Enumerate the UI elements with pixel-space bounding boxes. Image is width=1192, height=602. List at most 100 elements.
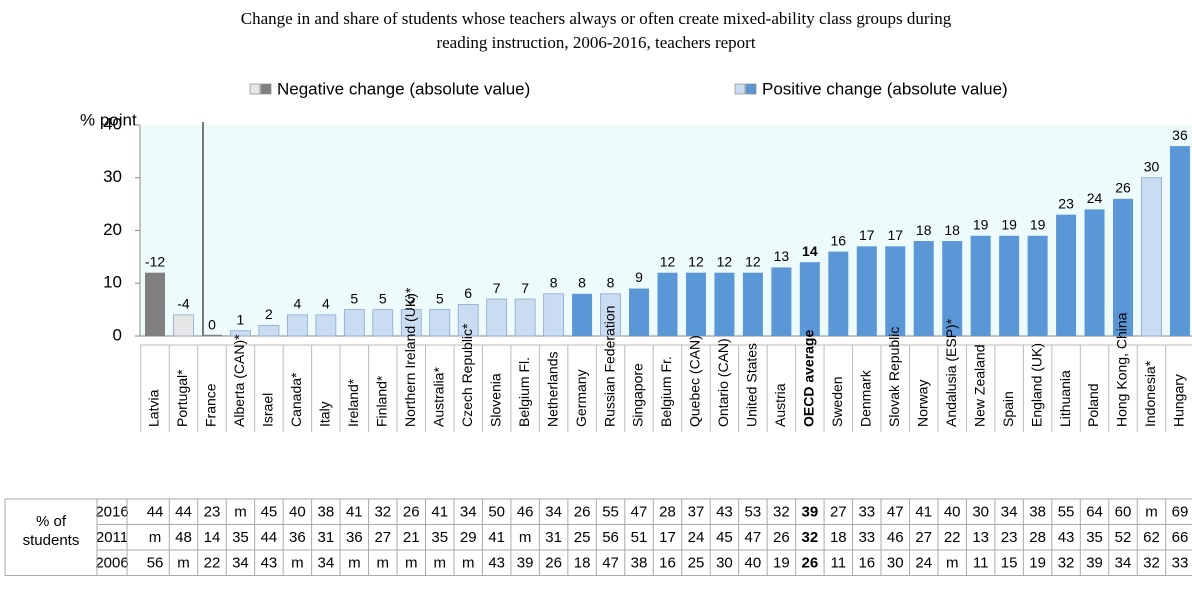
table-cell: 50 xyxy=(488,504,505,521)
x-tick-label: Hong Kong, China xyxy=(1114,312,1130,427)
data-label: -12 xyxy=(145,253,165,269)
table-cell: 28 xyxy=(1029,529,1046,546)
table-cell: 18 xyxy=(574,555,591,572)
table-cell: 39 xyxy=(1086,555,1103,572)
table-cell: 43 xyxy=(1058,529,1075,546)
table-cell: 15 xyxy=(1001,555,1018,572)
row-year: 2016 xyxy=(95,504,128,521)
table-cell: 24 xyxy=(915,555,932,572)
data-label: 12 xyxy=(745,253,761,269)
x-tick-label: Russian Federation xyxy=(601,306,617,427)
table-cell: 22 xyxy=(204,555,221,572)
table-cell: 52 xyxy=(1115,529,1132,546)
data-label: 8 xyxy=(607,275,615,291)
table-cell: 34 xyxy=(545,504,562,521)
x-tick-label: Austria xyxy=(772,383,788,427)
table-cell: 25 xyxy=(574,529,591,546)
table-cell: 34 xyxy=(232,555,249,572)
table-cell: 33 xyxy=(858,529,875,546)
y-tick-label: 30 xyxy=(103,167,122,186)
x-tick-label: Ireland* xyxy=(345,378,361,427)
bar xyxy=(400,309,422,337)
bar xyxy=(600,293,621,337)
table-cell: 47 xyxy=(745,529,762,546)
table-cell: 31 xyxy=(318,529,335,546)
data-label: 1 xyxy=(237,311,245,327)
x-tick-label: Hungary xyxy=(1171,374,1187,427)
x-tick-label: Alberta (CAN)* xyxy=(231,334,247,427)
data-label: -4 xyxy=(177,296,190,312)
table-cell: 24 xyxy=(688,529,705,546)
data-label: 18 xyxy=(944,222,960,238)
x-tick-label: Norway xyxy=(914,380,930,427)
table-cell: 53 xyxy=(745,504,762,521)
bar xyxy=(1056,214,1077,336)
table-cell: 13 xyxy=(972,529,989,546)
table-cell: 55 xyxy=(602,504,619,521)
x-tick-label: OECD average xyxy=(801,330,817,427)
table-cell: 33 xyxy=(1172,555,1189,572)
data-label: 9 xyxy=(635,269,643,285)
data-label: 12 xyxy=(717,253,733,269)
x-tick-label: Slovak Republic xyxy=(886,327,902,427)
bar xyxy=(372,309,394,337)
bar xyxy=(457,303,479,337)
x-tick-label: Portugal* xyxy=(174,369,190,427)
table-cell: 11 xyxy=(831,555,847,572)
table-cell: 36 xyxy=(346,529,363,546)
table-cell: m xyxy=(377,555,390,572)
y-tick-label: 0 xyxy=(113,325,122,344)
x-tick-label: Andalusia (ESP)* xyxy=(943,318,959,427)
x-tick-label: Australia* xyxy=(430,367,446,427)
data-label: 8 xyxy=(578,275,586,291)
bar xyxy=(572,293,593,336)
table-cell: m xyxy=(519,529,532,546)
bar xyxy=(799,262,820,336)
data-label: 26 xyxy=(1115,180,1131,196)
table-cell: m xyxy=(149,529,162,546)
table-cell: m xyxy=(405,555,418,572)
table-cell: 43 xyxy=(716,504,733,521)
bar xyxy=(1141,177,1162,337)
table-cell: 34 xyxy=(1115,555,1132,572)
table-cell: 27 xyxy=(915,529,932,546)
data-label: 7 xyxy=(521,280,529,296)
table-cell: 48 xyxy=(175,529,192,546)
table-cell: 16 xyxy=(858,555,875,572)
x-tick-label: Finland* xyxy=(373,375,389,427)
x-tick-label: Latvia xyxy=(146,389,162,427)
table-cell: 26 xyxy=(403,504,420,521)
data-label: 19 xyxy=(1001,216,1017,232)
table-cell: m xyxy=(946,555,959,572)
table-cell: 26 xyxy=(574,504,591,521)
bar xyxy=(657,272,678,336)
table-cell: 41 xyxy=(346,504,363,521)
bar xyxy=(714,272,735,336)
table-cell: 11 xyxy=(973,555,989,572)
table-cell: 14 xyxy=(204,529,221,546)
table-cell: 30 xyxy=(972,504,989,521)
data-label: 12 xyxy=(660,253,676,269)
x-tick-label: Slovenia xyxy=(487,373,503,427)
table-cell: 46 xyxy=(887,529,904,546)
table-cell: 19 xyxy=(1029,555,1046,572)
table-cell: 33 xyxy=(858,504,875,521)
data-label: 17 xyxy=(859,227,875,243)
x-tick-label: Czech Republic* xyxy=(459,323,475,427)
table-cell: 41 xyxy=(915,504,932,521)
data-label: 8 xyxy=(550,275,558,291)
table-cell: 30 xyxy=(716,555,733,572)
bar xyxy=(1027,235,1048,336)
data-label: 17 xyxy=(887,227,903,243)
table-cell: m xyxy=(291,555,304,572)
table-cell: 38 xyxy=(631,555,648,572)
y-tick-label: 20 xyxy=(103,220,122,239)
table-cell: 36 xyxy=(289,529,306,546)
legend-label: Positive change (absolute value) xyxy=(762,79,1008,98)
table-cell: 23 xyxy=(1001,529,1018,546)
table-cell: 56 xyxy=(602,529,619,546)
bar xyxy=(1113,198,1134,336)
table-cell: 62 xyxy=(1143,529,1160,546)
bar xyxy=(828,251,849,336)
